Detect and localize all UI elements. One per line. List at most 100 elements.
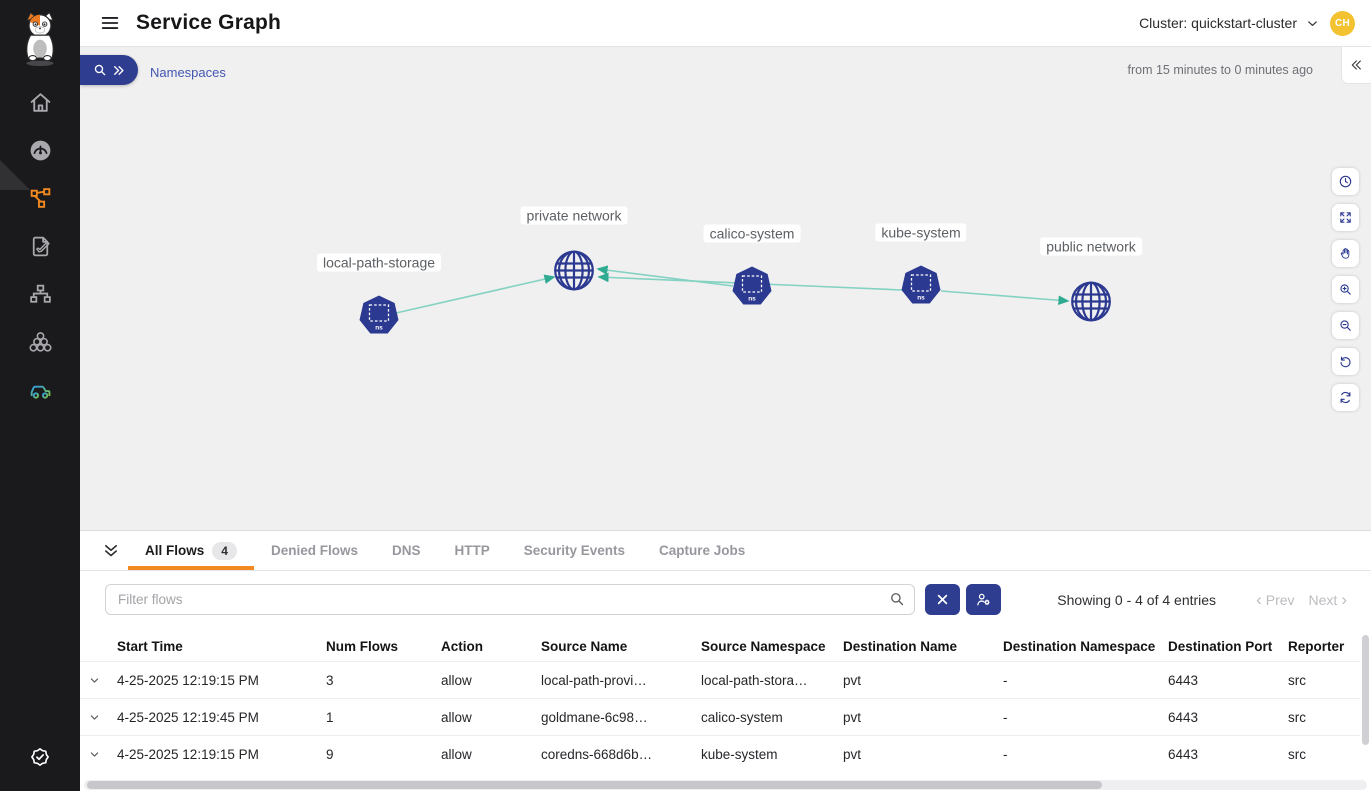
topbar-right: Cluster: quickstart-cluster CH bbox=[1139, 10, 1355, 36]
prev-page-button[interactable]: ‹ Prev bbox=[1256, 590, 1295, 609]
tab-dns[interactable]: DNS bbox=[375, 531, 438, 570]
next-page-button[interactable]: Next › bbox=[1308, 590, 1347, 609]
svg-text:ns: ns bbox=[375, 325, 383, 332]
table-cell: allow bbox=[441, 735, 541, 773]
column-header[interactable]: Destination Namespace bbox=[1003, 639, 1156, 654]
cluster-icon bbox=[28, 330, 53, 355]
expand-row-button[interactable] bbox=[80, 735, 117, 773]
flows-panel: All Flows 4 Denied Flows DNS HTTP Securi… bbox=[80, 530, 1371, 791]
active-item-notch bbox=[0, 160, 30, 190]
column-header[interactable]: Source Name bbox=[541, 639, 628, 654]
zoom-out-button[interactable] bbox=[1332, 312, 1359, 339]
expand-row-button[interactable] bbox=[80, 698, 117, 736]
expand-row-button[interactable] bbox=[80, 661, 117, 699]
table-cell: 4-25-2025 12:19:45 PM bbox=[117, 698, 326, 736]
graph-search-button[interactable] bbox=[80, 55, 138, 85]
tab-denied-flows[interactable]: Denied Flows bbox=[254, 531, 375, 570]
restore-layout-button[interactable] bbox=[1332, 348, 1359, 375]
table-row[interactable]: 4-25-2025 12:19:45 PM 1 allow goldmane-6c98… bbox=[80, 698, 1360, 736]
topbar: Service Graph Cluster: quickstart-cluste… bbox=[80, 0, 1371, 47]
page-title: Service Graph bbox=[136, 11, 282, 34]
table-cell: kube-system bbox=[701, 735, 843, 773]
node-label: local-path-storage bbox=[316, 253, 442, 272]
table-cell: coredns-668d6b… bbox=[541, 735, 701, 773]
car-icon bbox=[28, 378, 53, 403]
time-range-label: from 15 minutes to 0 minutes ago bbox=[1127, 63, 1313, 77]
calico-logo[interactable] bbox=[17, 10, 63, 70]
table-cell: local-path-stora… bbox=[701, 661, 843, 699]
table-row[interactable]: 4-25-2025 12:19:15 PM 9 allow coredns-668d6… bbox=[80, 735, 1360, 773]
graph-node-private-network[interactable]: private network bbox=[520, 206, 628, 298]
sidebar-item-home[interactable] bbox=[0, 78, 80, 126]
flyout-collapse-button[interactable] bbox=[1341, 47, 1371, 84]
breadcrumb-namespaces[interactable]: Namespaces bbox=[150, 65, 226, 80]
hamburger-menu-button[interactable] bbox=[96, 9, 124, 37]
search-icon bbox=[888, 590, 906, 608]
service-graph-canvas: Namespaces from 15 minutes to 0 minutes … bbox=[80, 47, 1371, 530]
horizontal-scrollbar[interactable] bbox=[84, 780, 1367, 790]
network-globe-icon bbox=[1069, 280, 1113, 324]
cluster-selector[interactable]: Cluster: quickstart-cluster bbox=[1139, 15, 1320, 31]
table-cell: local-path-provi… bbox=[541, 661, 701, 699]
home-icon bbox=[28, 90, 53, 115]
table-cell: 4-25-2025 12:19:15 PM bbox=[117, 661, 326, 699]
panel-collapse-button[interactable] bbox=[94, 531, 128, 570]
sidebar-item-workloads[interactable] bbox=[0, 318, 80, 366]
graph-node-calico-system[interactable]: calico-system ns bbox=[703, 224, 801, 312]
table-cell: src bbox=[1288, 698, 1360, 736]
tab-http[interactable]: HTTP bbox=[437, 531, 506, 570]
column-header[interactable]: Reporter bbox=[1288, 639, 1345, 654]
zoom-out-icon bbox=[1338, 318, 1353, 333]
column-header[interactable]: Num Flows bbox=[326, 639, 399, 654]
network-tree-icon bbox=[28, 282, 53, 307]
gauge-icon bbox=[28, 138, 53, 163]
column-header[interactable]: Start Time bbox=[117, 639, 183, 654]
column-header[interactable]: Source Namespace bbox=[701, 639, 826, 654]
time-settings-button[interactable] bbox=[1332, 168, 1359, 195]
zoom-in-button[interactable] bbox=[1332, 276, 1359, 303]
clear-filter-button[interactable] bbox=[925, 584, 960, 615]
column-header[interactable]: Action bbox=[441, 639, 483, 654]
flows-tabs: All Flows 4 Denied Flows DNS HTTP Securi… bbox=[80, 531, 1371, 571]
hand-icon bbox=[1338, 246, 1353, 261]
column-header[interactable]: Destination Name bbox=[843, 639, 958, 654]
graph-node-local-path-storage[interactable]: local-path-storage ns bbox=[316, 253, 442, 341]
flows-table: Start Time Num Flows Action Source Name Sour… bbox=[80, 629, 1360, 791]
table-cell: pvt bbox=[843, 698, 1003, 736]
avatar[interactable]: CH bbox=[1330, 10, 1355, 36]
certificate-check-icon[interactable] bbox=[27, 744, 53, 770]
pan-mode-button[interactable] bbox=[1332, 240, 1359, 267]
chevrons-left-icon bbox=[1349, 57, 1365, 73]
tab-all-flows[interactable]: All Flows 4 bbox=[128, 531, 254, 570]
fit-screen-button[interactable] bbox=[1332, 204, 1359, 231]
showing-entries-label: Showing 0 - 4 of 4 entries bbox=[1057, 591, 1217, 608]
table-cell: src bbox=[1288, 735, 1360, 773]
pagination: ‹ Prev Next › bbox=[1256, 591, 1347, 608]
column-header[interactable]: Destination Port bbox=[1168, 639, 1273, 654]
refresh-button[interactable] bbox=[1332, 384, 1359, 411]
tab-security-events[interactable]: Security Events bbox=[507, 531, 642, 570]
cluster-selector-label: Cluster: quickstart-cluster bbox=[1139, 15, 1297, 31]
chevron-left-icon: ‹ bbox=[1256, 590, 1262, 609]
filter-flows-input[interactable] bbox=[105, 584, 915, 615]
table-cell: allow bbox=[441, 698, 541, 736]
namespace-icon: ns bbox=[732, 266, 772, 307]
sidebar-item-whisker[interactable] bbox=[0, 366, 80, 414]
sidebar-item-network[interactable] bbox=[0, 270, 80, 318]
graph-node-kube-system[interactable]: kube-system ns bbox=[875, 223, 967, 311]
table-cell: allow bbox=[441, 661, 541, 699]
graph-node-public-network[interactable]: public network bbox=[1040, 237, 1142, 329]
user-columns-settings-button[interactable] bbox=[966, 584, 1001, 615]
vertical-scrollbar[interactable] bbox=[1362, 633, 1369, 790]
sidebar-item-service-graph[interactable] bbox=[0, 160, 80, 222]
tab-capture-jobs[interactable]: Capture Jobs bbox=[642, 531, 762, 570]
table-row[interactable]: 4-25-2025 12:19:15 PM 3 allow local-path-pr… bbox=[80, 661, 1360, 699]
table-cell: src bbox=[1288, 661, 1360, 699]
sidebar-item-policies[interactable] bbox=[0, 222, 80, 270]
sidebar-item-dashboard[interactable] bbox=[0, 126, 80, 174]
namespace-icon: ns bbox=[901, 265, 941, 306]
node-label: public network bbox=[1040, 237, 1142, 256]
chevrons-right-icon bbox=[111, 63, 126, 78]
restore-icon bbox=[1338, 354, 1353, 369]
